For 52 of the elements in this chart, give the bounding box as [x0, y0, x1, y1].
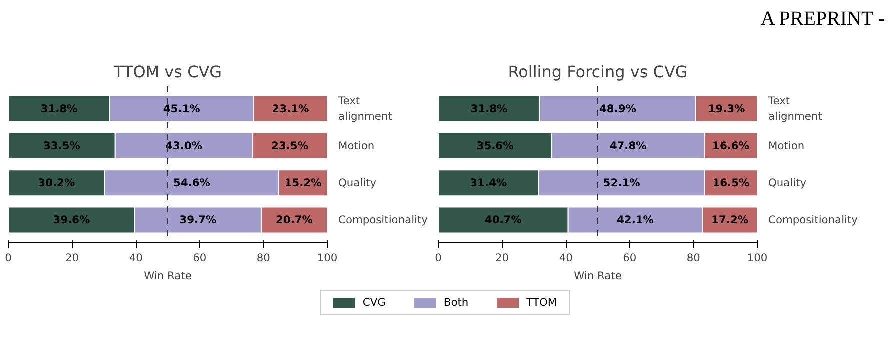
data-label: 23.1% — [272, 102, 310, 116]
data-label: 17.2% — [712, 214, 749, 227]
x-axis-title: Win Rate — [144, 270, 192, 282]
data-label: 39.7% — [180, 214, 217, 227]
data-label: 19.3% — [708, 102, 746, 116]
x-tick-label: 40 — [559, 252, 574, 264]
legend-label: TTOM — [526, 295, 558, 310]
data-label: 33.5% — [43, 139, 81, 152]
y-tick-label: Text alignment — [768, 94, 822, 124]
data-label: 16.5% — [712, 176, 750, 190]
data-label: 31.8% — [40, 102, 78, 116]
y-tick-label: Text alignment — [338, 94, 392, 124]
legend-label: CVG — [362, 295, 386, 310]
text: A PREPRINT - — [760, 7, 885, 32]
legend-label: Both — [442, 295, 469, 310]
data-label: 48.9% — [599, 102, 637, 116]
data-label: 54.6% — [173, 176, 211, 190]
data-label: 43.0% — [165, 139, 203, 152]
y-tick-label: Quality — [338, 176, 377, 190]
data-label: 40.7% — [484, 214, 522, 227]
data-label: 31.8% — [470, 102, 508, 116]
x-tick-label: 20 — [66, 252, 80, 264]
data-label: 39.6% — [53, 214, 90, 227]
data-label: 20.7% — [276, 214, 314, 227]
x-tick-label: 80 — [686, 252, 701, 264]
y-tick-label: Compositionality — [768, 214, 858, 227]
y-tick-label: Motion — [768, 139, 805, 152]
data-label: 52.1% — [603, 176, 641, 190]
x-tick-label: 20 — [496, 252, 510, 264]
data-label: 30.2% — [38, 176, 76, 190]
chart-title: Rolling Forcing vs CVG — [508, 62, 688, 82]
x-tick-label: 0 — [435, 252, 442, 264]
y-tick-label: Motion — [338, 139, 375, 152]
x-tick-label: 60 — [193, 252, 207, 264]
y-tick-label: Quality — [768, 176, 807, 190]
data-label: 31.4% — [470, 176, 508, 190]
x-tick-label: 40 — [129, 252, 144, 264]
data-label: 15.2% — [284, 176, 322, 190]
data-label: 47.8% — [610, 139, 648, 152]
data-label: 35.6% — [476, 139, 514, 152]
y-tick-label: Compositionality — [338, 214, 428, 227]
data-label: 45.1% — [163, 102, 201, 116]
x-tick-label: 0 — [5, 252, 12, 264]
data-label: 23.5% — [272, 139, 309, 152]
data-label: 42.1% — [617, 214, 654, 227]
data-label: 16.6% — [712, 139, 750, 152]
x-tick-label: 80 — [256, 252, 271, 264]
x-axis-title: Win Rate — [574, 270, 622, 282]
x-tick-label: 100 — [747, 252, 768, 264]
x-tick-label: 60 — [623, 252, 637, 264]
chart-title: TTOM vs CVG — [112, 62, 222, 82]
x-tick-label: 100 — [317, 252, 338, 264]
